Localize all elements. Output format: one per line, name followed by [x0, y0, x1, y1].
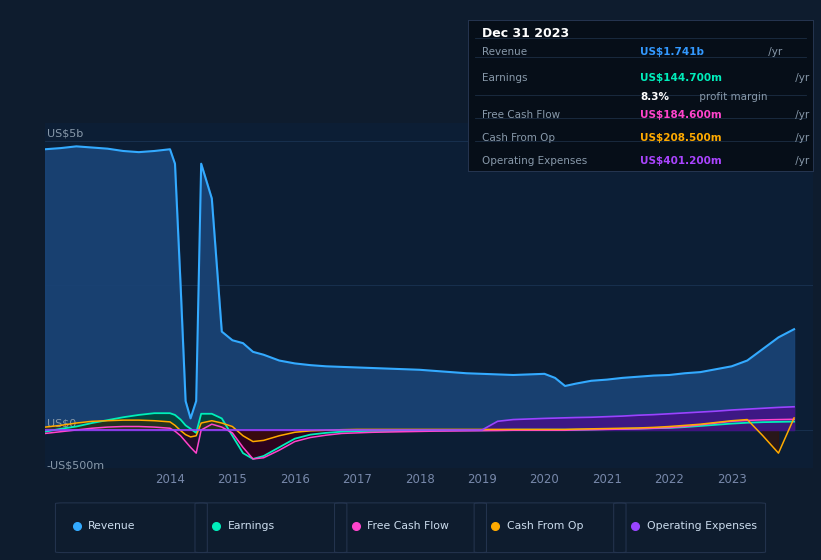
Text: profit margin: profit margin [695, 92, 767, 102]
Text: Cash From Op: Cash From Op [507, 521, 584, 531]
Text: Dec 31 2023: Dec 31 2023 [482, 27, 569, 40]
Text: /yr: /yr [764, 47, 782, 57]
Text: US$1.741b: US$1.741b [640, 47, 704, 57]
Text: Free Cash Flow: Free Cash Flow [368, 521, 449, 531]
Text: /yr: /yr [792, 110, 810, 120]
Text: -US$500m: -US$500m [47, 461, 105, 470]
Text: US$0: US$0 [47, 419, 76, 429]
Text: Operating Expenses: Operating Expenses [482, 156, 587, 166]
Text: Operating Expenses: Operating Expenses [647, 521, 756, 531]
Text: /yr: /yr [792, 133, 810, 143]
Text: Free Cash Flow: Free Cash Flow [482, 110, 560, 120]
Text: Revenue: Revenue [482, 47, 527, 57]
Text: Earnings: Earnings [228, 521, 275, 531]
Text: 8.3%: 8.3% [640, 92, 669, 102]
Text: US$5b: US$5b [47, 129, 83, 139]
Text: US$184.600m: US$184.600m [640, 110, 722, 120]
Text: Earnings: Earnings [482, 72, 527, 82]
Text: /yr: /yr [792, 156, 810, 166]
Text: US$144.700m: US$144.700m [640, 72, 722, 82]
Text: US$401.200m: US$401.200m [640, 156, 722, 166]
Text: Cash From Op: Cash From Op [482, 133, 555, 143]
Text: US$208.500m: US$208.500m [640, 133, 722, 143]
Text: Revenue: Revenue [88, 521, 135, 531]
Text: /yr: /yr [792, 72, 810, 82]
